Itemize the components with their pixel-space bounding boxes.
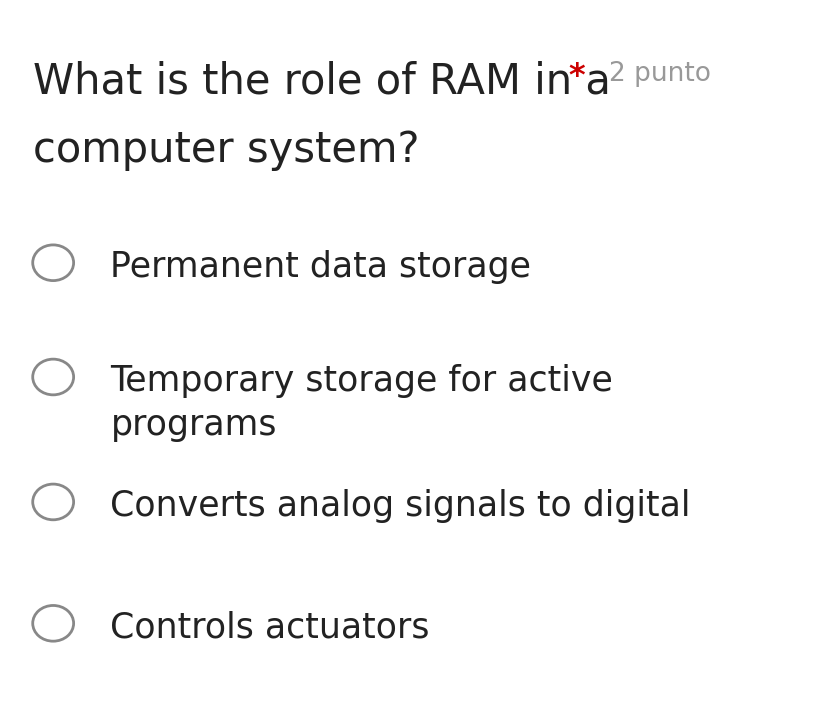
Text: Temporary storage for active
programs: Temporary storage for active programs bbox=[110, 364, 614, 441]
Text: Controls actuators: Controls actuators bbox=[110, 610, 430, 645]
Text: computer system?: computer system? bbox=[33, 129, 419, 171]
Text: 2 punto: 2 punto bbox=[609, 61, 712, 86]
Text: *: * bbox=[569, 61, 585, 91]
Text: Permanent data storage: Permanent data storage bbox=[110, 250, 532, 284]
Text: What is the role of RAM in a: What is the role of RAM in a bbox=[33, 61, 610, 103]
Text: Converts analog signals to digital: Converts analog signals to digital bbox=[110, 489, 691, 523]
